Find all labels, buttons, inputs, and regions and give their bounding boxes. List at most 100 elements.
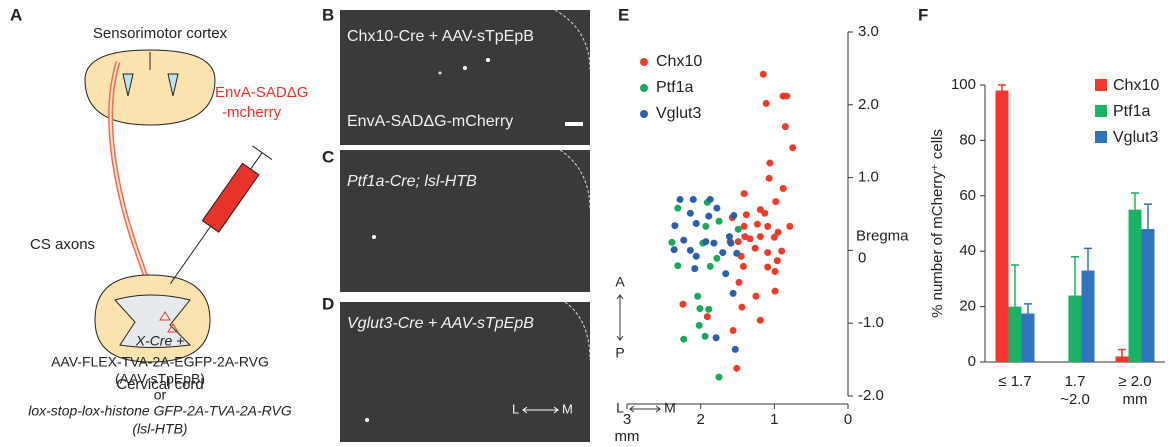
point: [701, 332, 709, 340]
error-bar: [1011, 264, 1019, 307]
point: [702, 238, 710, 246]
y-tick-label: 1.0: [858, 169, 879, 186]
x-tick-label: 2: [696, 411, 704, 428]
micrograph-c: Ptf1a-Cre; lsl-HTB: [340, 149, 591, 292]
image-label: Chx10-Cre + AAV-sTpEpB: [347, 28, 534, 45]
y-tick-label: 20: [959, 298, 976, 315]
note: or: [154, 387, 167, 403]
point: [764, 263, 772, 271]
y-tick-label: 80: [959, 131, 976, 148]
arrow: [522, 406, 559, 414]
x-axis-label: mm: [1123, 391, 1148, 408]
legend-label: Ptf1a: [656, 79, 693, 96]
panel-letter: C: [322, 147, 334, 166]
point: [691, 265, 699, 273]
y-tick-label: 60: [959, 187, 976, 204]
x-tick-label: 1.7 ~2.0: [1060, 373, 1090, 408]
x-tick-label: ≤ 1.7: [998, 373, 1031, 390]
error-bar: [1024, 303, 1032, 314]
point: [715, 217, 723, 225]
point: [671, 222, 679, 230]
virus-label: -mcherry: [222, 104, 282, 121]
y-tick-label: 0: [858, 249, 866, 266]
y-axis-label: % number of mCherry⁺ cells: [929, 129, 946, 318]
point: [710, 239, 718, 247]
legend-label: Vglut3: [656, 105, 701, 122]
point: [786, 222, 794, 230]
bar: [1081, 270, 1095, 362]
image-label: Ptf1a-Cre; lsl-HTB: [347, 173, 477, 190]
bar: [1128, 209, 1142, 362]
point: [770, 233, 778, 241]
grey-matter: [114, 294, 192, 348]
point: [729, 326, 737, 334]
point: [670, 246, 678, 254]
point: [774, 228, 782, 236]
point: [722, 270, 730, 278]
point: [733, 364, 741, 372]
point: [765, 174, 773, 182]
point: [695, 321, 703, 329]
panel-letter: E: [618, 5, 629, 24]
annotation: M: [664, 400, 676, 416]
panel-letter: F: [918, 5, 928, 24]
point: [756, 316, 764, 324]
bar: [995, 90, 1009, 362]
point: [679, 300, 687, 308]
panel-letter: D: [322, 294, 334, 313]
annotation: A: [615, 274, 625, 290]
label: Cervical cord: [116, 376, 204, 393]
point: [713, 204, 721, 212]
point: [715, 373, 723, 381]
point: [772, 198, 780, 206]
point: [705, 305, 713, 313]
x-axis-label: mm: [615, 428, 640, 445]
point: [746, 235, 754, 243]
image-label: EnvA-SADΔG-mCherry: [347, 113, 513, 130]
point: [779, 185, 787, 193]
error-bar: [1118, 348, 1126, 357]
point: [739, 262, 747, 270]
cells: [159, 311, 179, 333]
annotation: L: [616, 400, 624, 416]
cell: [365, 418, 369, 422]
point: [680, 236, 688, 244]
annotation: P: [615, 345, 624, 361]
point: [680, 335, 688, 343]
outline: [554, 9, 591, 71]
point: [735, 278, 743, 286]
point: [753, 220, 761, 228]
point: [696, 305, 704, 313]
point: [766, 159, 774, 167]
cell: [463, 66, 467, 70]
point: [778, 247, 786, 255]
note: lox-stop-lox-histone GFP-2A-TVA-2A-RVG: [28, 403, 292, 419]
note: AAV-FLEX-TVA-2A-EGFP-2A-RVG: [51, 354, 269, 370]
bar: [1008, 306, 1022, 362]
bar: [1141, 229, 1155, 362]
image: [340, 150, 590, 292]
legend-marker: [1095, 79, 1107, 91]
x-tick-label: 1: [770, 411, 778, 428]
cell: [438, 71, 442, 75]
point: [733, 249, 741, 257]
image-label: Vglut3-Cre + AAV-sTpEpB: [347, 315, 534, 332]
cell: [372, 235, 376, 239]
panel-letter: B: [322, 5, 334, 24]
point: [725, 233, 733, 241]
virus-label: EnvA-SADΔG: [215, 84, 308, 101]
point: [692, 219, 700, 227]
point: [692, 252, 700, 260]
y-tick-label: 40: [959, 242, 976, 259]
bar: [1068, 295, 1082, 362]
point: [676, 195, 684, 203]
point: [734, 225, 742, 233]
point: [705, 212, 713, 220]
image: [340, 10, 590, 145]
syringe: [169, 145, 273, 285]
arrow: [616, 294, 624, 341]
point: [751, 244, 759, 252]
point: [783, 92, 791, 100]
point: [759, 70, 767, 78]
point: [764, 222, 772, 230]
